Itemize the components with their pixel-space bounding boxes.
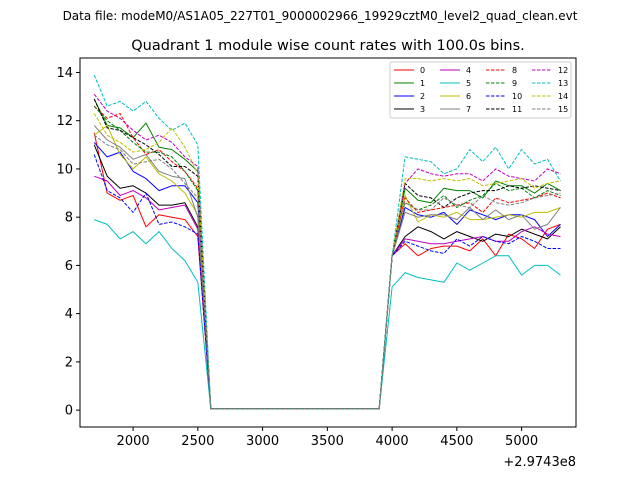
x-tick-label-4500: 4500 bbox=[440, 434, 473, 449]
y-tick-label-4: 4 bbox=[65, 307, 73, 322]
legend-label-3: 3 bbox=[420, 105, 425, 114]
legend-box bbox=[389, 61, 572, 119]
axes-frame bbox=[79, 57, 577, 428]
series-line-9 bbox=[93, 105, 561, 410]
legend-label-2: 2 bbox=[420, 92, 425, 101]
legend-label-7: 7 bbox=[466, 105, 471, 114]
legend-label-10: 10 bbox=[512, 92, 522, 101]
x-tick-label-3500: 3500 bbox=[311, 434, 344, 449]
series-line-13 bbox=[93, 74, 561, 410]
x-tick-label-2000: 2000 bbox=[117, 434, 150, 449]
y-tick-label-2: 2 bbox=[65, 355, 73, 370]
legend-label-13: 13 bbox=[558, 79, 568, 88]
legend-label-8: 8 bbox=[512, 66, 517, 75]
x-tick-label-5000: 5000 bbox=[505, 434, 538, 449]
x-tick-label-3000: 3000 bbox=[246, 434, 279, 449]
y-tick-label-0: 0 bbox=[65, 404, 73, 419]
series-line-15 bbox=[93, 134, 561, 410]
legend-label-9: 9 bbox=[512, 79, 517, 88]
chart-title: Quadrant 1 module wise count rates with … bbox=[131, 38, 525, 54]
y-tick-label-8: 8 bbox=[65, 211, 73, 226]
y-tick-label-12: 12 bbox=[56, 114, 73, 129]
y-tick-label-10: 10 bbox=[56, 162, 73, 177]
legend-label-6: 6 bbox=[466, 92, 471, 101]
series-line-14 bbox=[93, 113, 561, 410]
legend-label-4: 4 bbox=[466, 66, 471, 75]
x-tick-label-2500: 2500 bbox=[181, 434, 214, 449]
y-tick-label-14: 14 bbox=[56, 66, 73, 81]
legend-label-11: 11 bbox=[512, 105, 522, 114]
x-offset-label: +2.9743e8 bbox=[503, 455, 576, 470]
legend-label-12: 12 bbox=[558, 66, 568, 75]
legend-label-14: 14 bbox=[558, 92, 568, 101]
legend-label-0: 0 bbox=[420, 66, 425, 75]
y-tick-label-6: 6 bbox=[65, 259, 73, 274]
legend-label-15: 15 bbox=[558, 105, 568, 114]
x-tick-label-4000: 4000 bbox=[376, 434, 409, 449]
suptitle: Data file: modeM0/AS1A05_227T01_90000029… bbox=[63, 9, 578, 23]
legend-label-1: 1 bbox=[420, 79, 425, 88]
legend-label-5: 5 bbox=[466, 79, 471, 88]
